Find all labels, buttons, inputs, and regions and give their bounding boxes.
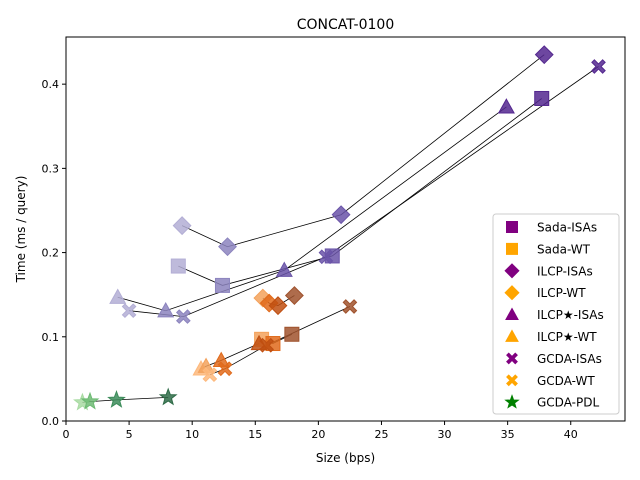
legend-label: ILCP★-ISAs [537, 308, 604, 322]
legend-marker [506, 242, 518, 255]
data-point-sada-isas [534, 90, 550, 106]
data-point-ilcp-isas [275, 261, 293, 277]
legend-label: GCDA-ISAs [537, 352, 602, 366]
data-point-gcda-wt [217, 361, 233, 377]
y-axis-label: Time (ms / query) [14, 176, 28, 284]
data-point-ilcp-isas [331, 205, 351, 225]
data-point-ilcp-wt [268, 296, 288, 316]
legend-marker [505, 329, 519, 342]
data-point-gcda-wt [202, 367, 218, 383]
legend-marker [505, 307, 519, 320]
data-point-ilcp-wt [284, 286, 304, 305]
legend-label: ILCP★-WT [537, 330, 597, 344]
data-point-gcda-isas [318, 249, 334, 265]
y-tick-label: 0.4 [42, 78, 60, 91]
connector-line [178, 98, 542, 286]
data-point-gcda-isas [121, 303, 137, 319]
x-axis-label: Size (bps) [316, 451, 375, 465]
legend-label: ILCP-ISAs [537, 264, 593, 278]
connector-line [181, 54, 545, 248]
data-markers [73, 45, 606, 411]
data-point-gcda-pdl [80, 391, 100, 410]
data-point-gcda-pdl [158, 387, 178, 406]
x-tick-label: 15 [248, 428, 262, 441]
y-tick-label: 0.1 [42, 331, 60, 344]
data-point-sada-wt [284, 326, 300, 342]
x-tick-label: 35 [501, 428, 515, 441]
x-axis-ticks: 0 5 10 15 20 25 30 35 40 [63, 421, 578, 441]
legend-marker [504, 285, 520, 301]
data-point-ilcp-isas [172, 216, 192, 236]
legend-frame [492, 213, 620, 415]
data-point-ilcp-isas [157, 301, 175, 318]
plot-frame [65, 36, 626, 422]
legend-marker [504, 394, 520, 409]
x-tick-label: 20 [311, 428, 325, 441]
y-tick-label: 0.3 [42, 162, 60, 175]
legend-marker [506, 221, 518, 233]
legend-label: GCDA-PDL [537, 396, 599, 410]
data-point-sada-isas [214, 277, 230, 293]
legend: Sada-ISAs Sada-WT ILCP-ISAs ILCP-WT ILCP★-IS… [492, 213, 620, 415]
x-tick-label: 25 [374, 428, 388, 441]
connector-line [129, 66, 599, 318]
x-tick-label: 0 [63, 428, 70, 441]
data-point-gcda-pdl [107, 390, 126, 408]
x-tick-label: 10 [185, 428, 199, 441]
legend-marker [506, 352, 518, 365]
legend-label: GCDA-WT [537, 374, 595, 388]
legend-label: Sada-ISAs [537, 221, 597, 235]
data-point-gcda-wt [342, 299, 358, 314]
y-tick-label: 0.2 [42, 247, 60, 260]
data-point-gcda-isas [591, 59, 606, 74]
legend-label: Sada-WT [537, 242, 591, 256]
data-point-gcda-wt [259, 337, 274, 353]
data-point-sada-isas [170, 258, 186, 274]
data-point-ilcp-isas [534, 45, 554, 65]
data-point-ilcp-isas [109, 288, 127, 304]
x-tick-label: 30 [438, 428, 452, 441]
legend-marker [504, 263, 520, 279]
y-tick-label: 0.0 [42, 415, 60, 428]
x-tick-label: 40 [564, 428, 578, 441]
data-point-ilcp-isas [218, 237, 237, 257]
legend-label: ILCP-WT [537, 286, 586, 300]
y-axis-ticks: 0.0 0.1 0.2 0.3 0.4 [42, 78, 66, 428]
connector-line [209, 306, 351, 376]
legend-marker [506, 374, 518, 387]
data-point-ilcp-isas [497, 98, 515, 114]
data-point-gcda-isas [175, 309, 191, 324]
x-tick-label: 5 [126, 428, 133, 441]
chart-title: CONCAT-0100 [297, 17, 394, 33]
